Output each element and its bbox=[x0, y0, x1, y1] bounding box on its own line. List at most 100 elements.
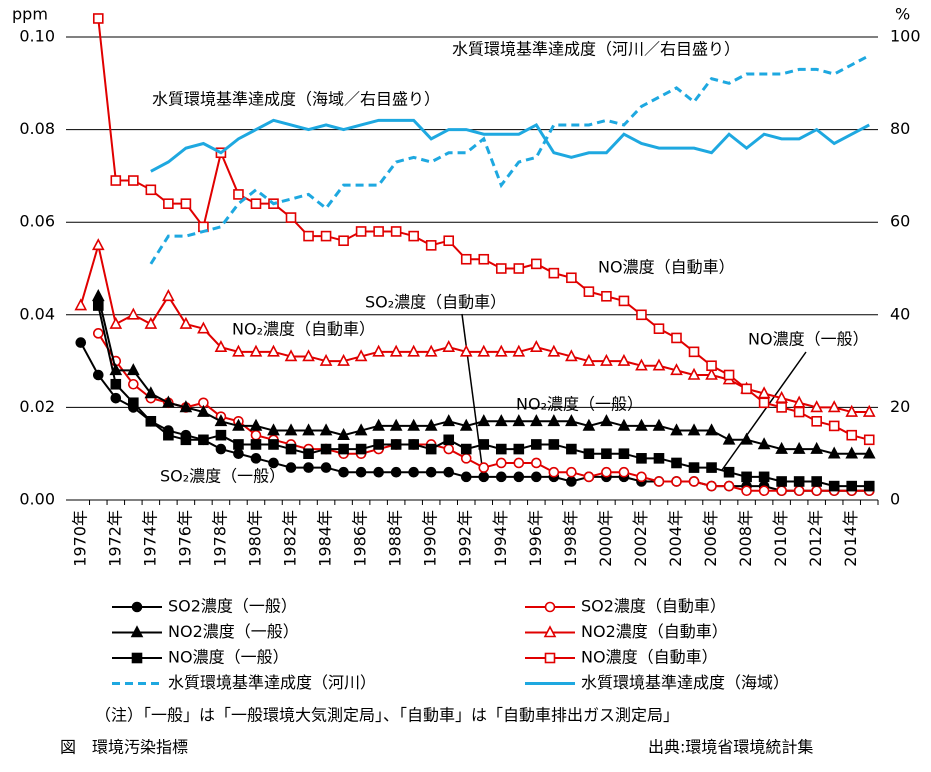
point bbox=[758, 471, 770, 483]
point bbox=[232, 344, 245, 357]
point bbox=[163, 429, 174, 441]
point bbox=[495, 457, 507, 469]
annotation: SO₂濃度（一般） bbox=[160, 467, 285, 486]
x-tick-label: 1990年 bbox=[421, 510, 440, 567]
x-tick-label: 1970年 bbox=[70, 510, 89, 567]
point bbox=[513, 457, 525, 469]
point bbox=[494, 344, 508, 357]
point bbox=[617, 418, 631, 431]
point bbox=[741, 485, 752, 497]
x-tick-label: 2012年 bbox=[806, 510, 825, 567]
point bbox=[425, 240, 437, 251]
point bbox=[91, 289, 105, 302]
point bbox=[128, 397, 139, 409]
point bbox=[671, 476, 682, 487]
point bbox=[214, 339, 228, 353]
point bbox=[811, 485, 822, 497]
point bbox=[92, 328, 104, 339]
point bbox=[372, 344, 385, 357]
legend-label: SO2濃度（一般） bbox=[168, 597, 297, 616]
y-tick-label: 0.08 bbox=[19, 119, 55, 138]
point bbox=[618, 295, 630, 307]
point bbox=[530, 339, 543, 353]
point bbox=[424, 344, 438, 357]
annotation: NO濃度（一般） bbox=[748, 330, 869, 349]
point bbox=[531, 439, 542, 450]
point bbox=[249, 344, 263, 357]
point bbox=[197, 404, 210, 417]
point bbox=[91, 238, 105, 251]
point bbox=[495, 263, 507, 274]
point bbox=[145, 184, 157, 196]
point bbox=[688, 476, 700, 487]
y2-tick-label: 100 bbox=[890, 27, 921, 46]
point bbox=[75, 337, 87, 348]
point bbox=[862, 404, 876, 417]
point bbox=[337, 427, 350, 440]
series-line bbox=[79, 342, 870, 492]
point bbox=[617, 353, 631, 366]
point bbox=[443, 434, 455, 446]
point bbox=[706, 462, 717, 473]
legend-label: 水質環境基準達成度（海域） bbox=[581, 673, 789, 692]
point bbox=[635, 418, 648, 431]
x-tick-label: 1988年 bbox=[386, 510, 405, 567]
point bbox=[811, 415, 822, 427]
point bbox=[425, 466, 437, 478]
point bbox=[793, 476, 805, 487]
point bbox=[776, 476, 787, 487]
point bbox=[565, 414, 578, 427]
series-line bbox=[150, 118, 870, 173]
x-tick-label: 2010年 bbox=[771, 510, 790, 567]
leader-line bbox=[721, 351, 807, 471]
y2-tick-label: 60 bbox=[890, 212, 910, 231]
point bbox=[478, 253, 490, 265]
point bbox=[459, 344, 473, 357]
point bbox=[706, 480, 717, 492]
point bbox=[131, 601, 143, 613]
point bbox=[214, 414, 228, 427]
point bbox=[478, 471, 490, 483]
point bbox=[303, 448, 314, 460]
annotation: 水質環境基準達成度（河川／右目盛り） bbox=[452, 40, 740, 59]
x-tick-label: 1974年 bbox=[140, 510, 159, 567]
point bbox=[512, 414, 526, 427]
point bbox=[544, 601, 556, 613]
source: 出典:環境省環境統計集 bbox=[648, 738, 813, 757]
point bbox=[319, 353, 333, 366]
point bbox=[302, 423, 315, 436]
point bbox=[582, 353, 596, 366]
point bbox=[130, 625, 144, 638]
point bbox=[653, 476, 665, 487]
y-tick-label: 0.00 bbox=[19, 490, 55, 509]
point bbox=[495, 471, 507, 483]
point bbox=[408, 439, 419, 450]
note: （注）「一般」は「一般環境大気測定局」、「自動車」は「自動車排出ガス測定局」 bbox=[95, 706, 679, 725]
point bbox=[250, 198, 262, 209]
point bbox=[548, 439, 560, 450]
point bbox=[390, 466, 402, 478]
point bbox=[636, 471, 647, 483]
point bbox=[687, 423, 701, 436]
point bbox=[127, 307, 140, 320]
x-tick-label: 1976年 bbox=[175, 510, 194, 567]
point bbox=[582, 418, 596, 431]
point bbox=[319, 423, 333, 436]
point bbox=[811, 476, 822, 487]
point bbox=[845, 404, 859, 417]
point bbox=[723, 466, 735, 478]
x-tick-label: 1998年 bbox=[561, 510, 580, 567]
point bbox=[845, 446, 859, 459]
point bbox=[652, 418, 666, 431]
point bbox=[233, 448, 244, 460]
point bbox=[722, 432, 736, 445]
point bbox=[372, 418, 385, 431]
point bbox=[635, 358, 648, 371]
legend-label: NO2濃度（一般） bbox=[168, 622, 299, 641]
point bbox=[688, 462, 700, 473]
point bbox=[565, 349, 578, 362]
point bbox=[566, 476, 577, 487]
point bbox=[671, 457, 682, 469]
point bbox=[583, 471, 595, 483]
point bbox=[653, 323, 665, 334]
